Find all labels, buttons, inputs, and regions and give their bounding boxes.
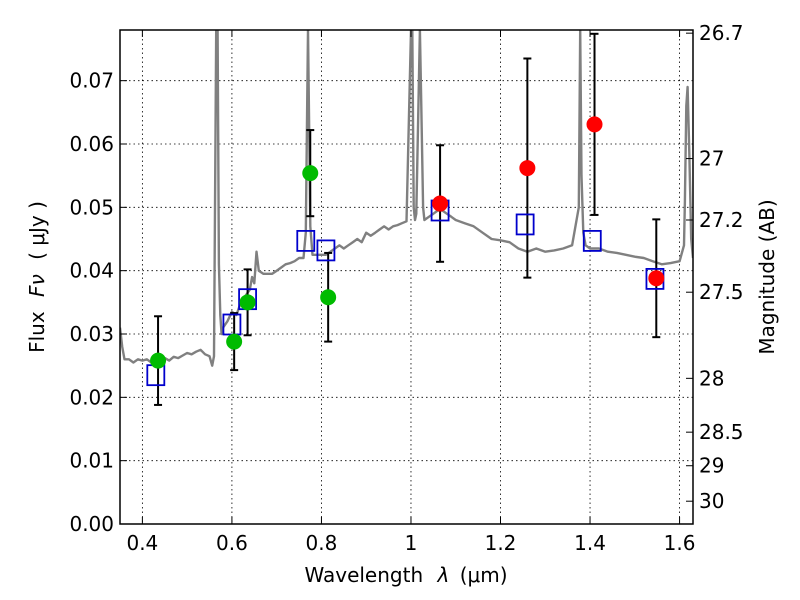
right-axis-label: Magnitude (AB) <box>755 199 779 354</box>
y-tick-label: 0.00 <box>69 512 114 536</box>
x-tick-label: 1.2 <box>485 531 517 555</box>
right-tick-label: 28 <box>699 366 724 390</box>
y-axis-label-symbol: Fν <box>25 274 49 297</box>
right-tick-label: 27.5 <box>699 280 744 304</box>
model-square-marker <box>316 239 336 262</box>
y-axis-label-text: Flux <box>25 311 49 353</box>
x-tick-label: 1.6 <box>664 531 696 555</box>
observed-infrared-point <box>648 270 665 287</box>
y-tick-label: 0.06 <box>69 132 114 156</box>
spectrum-line <box>120 30 693 367</box>
x-tick-label: 0.4 <box>126 531 158 555</box>
x-tick-label: 1 <box>405 531 418 555</box>
right-tick-label: 30 <box>699 489 724 513</box>
model-square-marker <box>296 229 316 252</box>
y-tick-label: 0.02 <box>69 385 114 409</box>
y-tick-label: 0.04 <box>69 259 114 283</box>
observed-infrared-point <box>432 195 449 212</box>
x-axis-label-text: Wavelength <box>304 563 423 587</box>
ticks: 0.4 0.6 0.8 1 1.2 1.4 1.6 0.00 0.01 0.02 0.03 0.04 0… <box>69 21 743 555</box>
y-tick-label: 0.07 <box>69 69 114 93</box>
x-tick-label: 1.4 <box>574 531 606 555</box>
observed-infrared-point <box>586 116 603 133</box>
x-tick-label: 0.6 <box>216 531 248 555</box>
right-tick-label: 27.2 <box>699 208 744 232</box>
markers <box>146 116 665 387</box>
y-axis-label: Flux Fν ( μJy ) <box>25 201 49 353</box>
plot-area <box>120 30 693 367</box>
x-tick-label: 0.8 <box>306 531 338 555</box>
x-axis-label: Wavelength λ (μm) <box>304 563 507 587</box>
y-tick-label: 0.01 <box>69 449 114 473</box>
right-tick-label: 27 <box>699 147 724 171</box>
y-tick-label: 0.03 <box>69 322 114 346</box>
observed-optical-point <box>239 294 256 311</box>
observed-optical-point <box>150 352 167 369</box>
right-tick-label: 28.5 <box>699 420 744 444</box>
plot-frame <box>119 29 694 525</box>
x-axis-label-units: (μm) <box>460 563 508 587</box>
y-tick-label: 0.05 <box>69 195 114 219</box>
model-square-marker <box>582 229 602 252</box>
x-axis-label-symbol: λ <box>437 563 450 587</box>
y-axis-label-units: ( μJy ) <box>25 201 49 260</box>
grid <box>120 30 693 525</box>
right-tick-label: 29 <box>699 454 724 478</box>
observed-optical-point <box>226 333 243 350</box>
observed-optical-point <box>302 165 319 182</box>
observed-infrared-point <box>519 160 536 177</box>
model-square-marker <box>515 213 535 236</box>
observed-optical-point <box>320 289 337 306</box>
right-tick-label: 26.7 <box>699 21 744 45</box>
